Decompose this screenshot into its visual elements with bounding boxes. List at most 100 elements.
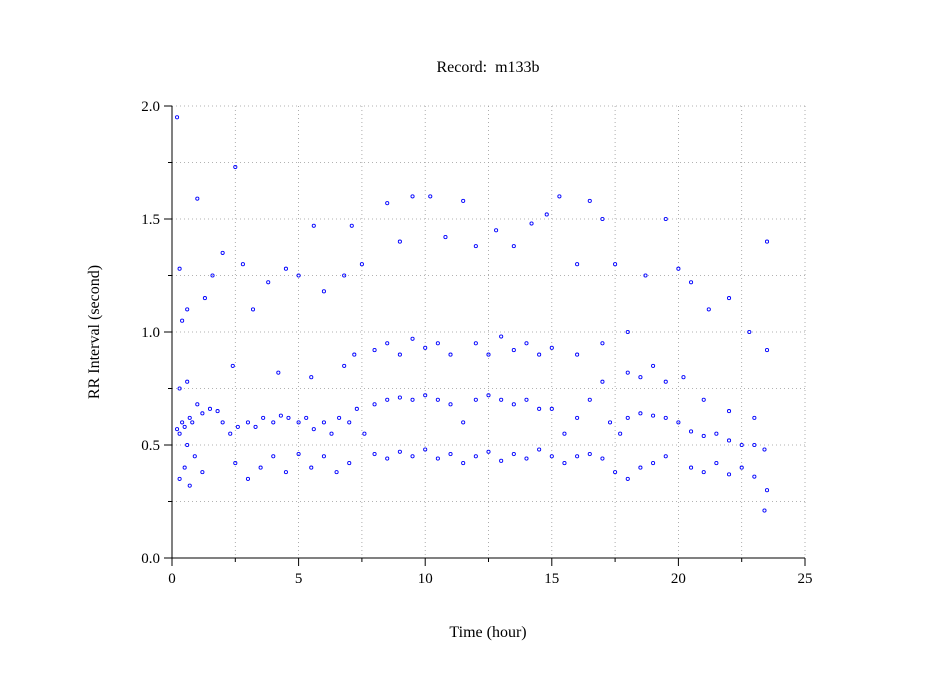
point (283, 266, 288, 271)
point (739, 442, 744, 448)
point (486, 449, 491, 454)
point (494, 228, 499, 233)
point (296, 451, 301, 457)
point (600, 341, 605, 346)
point (245, 476, 251, 481)
point (220, 420, 225, 425)
x-tick-label: 20 (671, 571, 686, 587)
point (511, 402, 516, 407)
point (397, 352, 402, 357)
point (200, 470, 205, 475)
point (625, 415, 630, 420)
x-tick-label: 0 (168, 571, 176, 587)
point (187, 415, 192, 420)
point (461, 420, 466, 425)
point (499, 397, 504, 402)
point (410, 454, 415, 459)
point (752, 442, 757, 448)
point (359, 262, 364, 267)
y-tick-label: 2.0 (141, 99, 160, 115)
point (215, 409, 220, 414)
point (397, 449, 402, 454)
point (524, 397, 529, 402)
point (448, 451, 453, 457)
point (192, 454, 197, 459)
point (587, 397, 592, 402)
point (235, 424, 240, 429)
point (524, 341, 529, 346)
point (544, 212, 549, 217)
point (362, 431, 367, 436)
point (689, 429, 694, 434)
point (228, 431, 233, 436)
point (230, 363, 235, 368)
y-tick-label: 1.0 (141, 325, 160, 341)
chart-title: Record: m133b (436, 59, 539, 76)
point (473, 341, 478, 346)
y-tick-label: 1.5 (141, 212, 160, 228)
point (499, 334, 504, 339)
point (587, 451, 592, 457)
point (210, 273, 215, 278)
point (435, 456, 440, 461)
point (182, 465, 187, 470)
point (245, 420, 251, 425)
point (329, 431, 334, 436)
point (764, 488, 770, 493)
point (651, 413, 656, 418)
point (180, 318, 185, 323)
point (175, 427, 180, 432)
point (261, 415, 266, 420)
point (613, 470, 618, 475)
point (706, 307, 711, 312)
point (689, 465, 694, 470)
point (311, 427, 316, 432)
point (726, 438, 732, 443)
point (486, 352, 491, 357)
point (435, 397, 440, 402)
point (385, 341, 390, 346)
point (764, 239, 770, 244)
point (575, 352, 580, 357)
point (511, 451, 516, 457)
point (309, 465, 314, 470)
point (486, 393, 491, 398)
point (195, 196, 200, 201)
point (575, 454, 580, 459)
point (185, 442, 190, 448)
point (625, 370, 630, 375)
point (575, 415, 580, 420)
point (321, 289, 326, 294)
point (207, 406, 213, 411)
point (258, 465, 263, 470)
point (562, 431, 567, 436)
point (726, 409, 732, 414)
point (448, 402, 453, 407)
point (663, 216, 668, 222)
point (321, 420, 326, 425)
point (271, 454, 276, 459)
point (600, 456, 605, 461)
point (385, 456, 390, 461)
point (410, 397, 415, 402)
point (549, 406, 554, 411)
point (638, 411, 643, 416)
point (557, 194, 562, 199)
point (372, 402, 377, 407)
point (625, 476, 630, 481)
point (600, 379, 605, 384)
point (352, 352, 357, 357)
point (714, 461, 719, 466)
point (220, 250, 225, 255)
point (701, 470, 706, 475)
x-tick-label: 25 (798, 571, 813, 587)
point (499, 458, 504, 463)
point (233, 164, 238, 170)
point (177, 386, 182, 391)
point (511, 348, 516, 353)
point (575, 262, 580, 267)
point (354, 406, 359, 411)
point (185, 307, 190, 312)
point (739, 465, 744, 470)
